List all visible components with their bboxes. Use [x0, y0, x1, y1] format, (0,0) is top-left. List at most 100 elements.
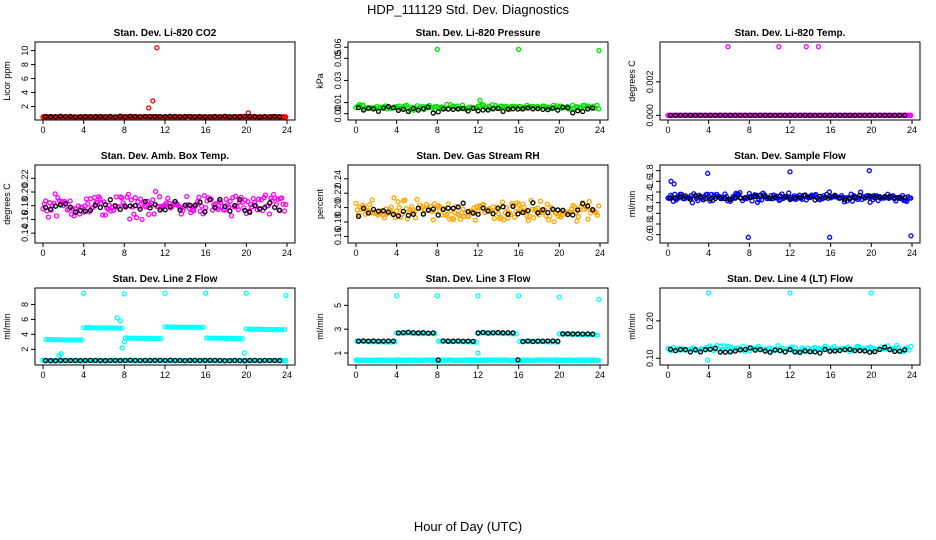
data-point	[266, 211, 273, 217]
average-point	[677, 112, 684, 118]
outlier-point	[203, 290, 209, 296]
average-point	[682, 347, 689, 353]
average-point	[540, 207, 546, 213]
average-point	[585, 331, 591, 337]
x-tick-label: 0	[665, 370, 670, 380]
average-point	[395, 107, 402, 114]
data-point	[101, 325, 107, 331]
data-point	[867, 199, 873, 205]
average-point	[267, 200, 273, 206]
y-axis-label: ml/min	[627, 313, 637, 340]
data-point	[125, 335, 131, 341]
average-point	[812, 197, 818, 203]
data-point	[529, 206, 535, 213]
average-point	[792, 112, 798, 118]
average-point	[470, 105, 476, 111]
average-point	[202, 357, 208, 364]
average-point	[172, 113, 178, 120]
average-point	[495, 205, 501, 212]
figure-title: HDP_111129 Std. Dev. Diagnostics	[367, 2, 570, 17]
data-point	[526, 213, 533, 219]
data-point	[226, 335, 233, 342]
data-point	[495, 211, 502, 217]
data-point	[83, 196, 90, 202]
average-point	[782, 193, 788, 200]
y-tick-label: 3	[333, 327, 343, 332]
data-point	[283, 114, 289, 120]
y-tick-label: 0.18	[20, 197, 30, 215]
average-point	[152, 113, 158, 120]
average-point	[862, 112, 868, 118]
average-point	[450, 338, 456, 344]
data-point	[435, 338, 442, 344]
average-point	[202, 114, 208, 120]
average-point	[570, 212, 576, 218]
average-point	[697, 193, 704, 200]
data-point	[857, 189, 864, 195]
y-tick-label: 0.20	[645, 312, 655, 330]
average-point	[505, 106, 511, 112]
data-point	[185, 324, 191, 330]
data-point	[477, 330, 484, 336]
data-point	[279, 327, 285, 333]
outlier-point	[121, 339, 127, 345]
data-point	[594, 212, 601, 218]
average-point	[257, 206, 263, 212]
outlier-point	[475, 350, 481, 356]
data-point	[241, 205, 247, 211]
data-point	[175, 324, 181, 330]
y-tick-label: 0.8	[645, 218, 655, 231]
data-point	[596, 357, 602, 364]
average-point	[102, 201, 108, 208]
average-point	[742, 346, 748, 353]
data-point	[501, 217, 507, 223]
average-point	[147, 357, 153, 364]
average-point	[97, 204, 103, 211]
average-point	[752, 112, 758, 118]
average-point	[712, 112, 719, 118]
average-point	[112, 203, 118, 209]
data-point	[245, 198, 251, 205]
data-point	[138, 196, 144, 202]
average-point	[717, 112, 724, 118]
average-point	[575, 207, 581, 213]
data-point	[235, 207, 241, 213]
average-point	[717, 349, 724, 355]
data-point	[86, 324, 92, 331]
average-point	[127, 203, 133, 209]
data-point	[575, 213, 582, 220]
data-point	[256, 326, 262, 332]
x-tick-label: 0	[40, 248, 45, 258]
outlier-point	[815, 44, 822, 50]
average-point	[277, 357, 283, 364]
average-point	[62, 201, 69, 207]
data-point	[438, 338, 444, 344]
average-point	[117, 206, 123, 213]
average-point	[62, 357, 69, 364]
data-point	[521, 204, 527, 210]
average-point	[172, 357, 178, 364]
average-point	[107, 113, 113, 120]
average-point	[122, 357, 128, 364]
average-point	[892, 348, 898, 354]
data-point	[43, 336, 49, 343]
average-point	[355, 213, 362, 220]
average-point	[727, 112, 733, 118]
average-point	[872, 195, 878, 201]
average-point	[152, 357, 158, 364]
data-point	[93, 325, 100, 331]
y-tick-label: 4	[20, 90, 30, 95]
average-point	[257, 357, 263, 364]
x-tick-label: 12	[785, 125, 795, 135]
average-point	[257, 114, 263, 120]
average-point	[445, 106, 451, 112]
x-tick-label: 16	[826, 248, 836, 258]
average-point	[122, 114, 128, 120]
average-point	[380, 208, 387, 214]
average-point	[565, 211, 571, 218]
average-point	[490, 106, 496, 112]
average-point	[842, 196, 848, 203]
average-point	[375, 208, 382, 214]
average-point	[450, 205, 456, 211]
average-point	[475, 108, 481, 114]
